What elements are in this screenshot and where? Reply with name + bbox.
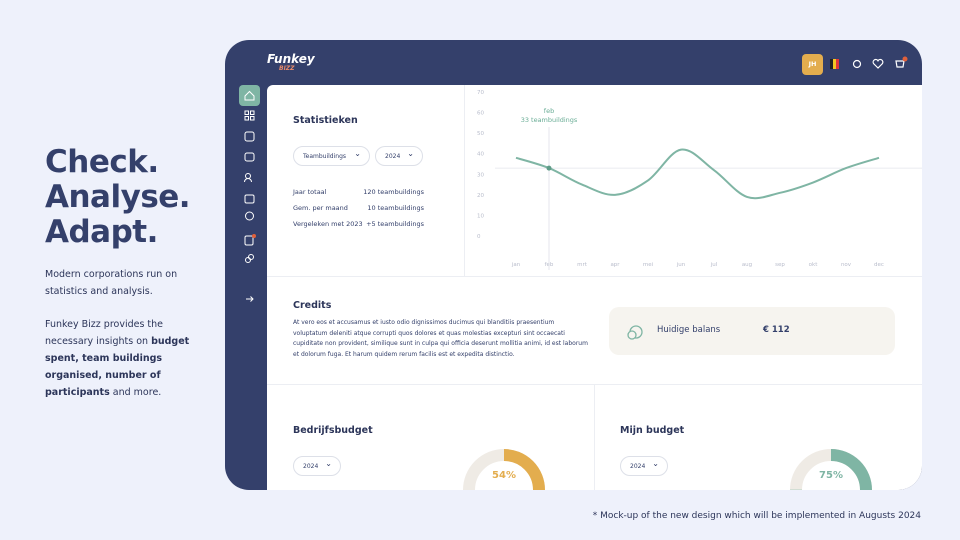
y-tick-label: 60 <box>477 111 484 117</box>
donut-label: 75% <box>819 470 843 481</box>
sidebar <box>239 85 260 302</box>
panel-title: Statistieken <box>293 115 358 126</box>
intro: Modern corporations run on statistics an… <box>45 269 178 297</box>
bold-text: budget spent, team buildings organised, … <box>45 336 190 398</box>
y-tick-label: 0 <box>477 234 481 240</box>
y-tick-label: 70 <box>477 90 484 96</box>
stat-value: 10 teambuildings <box>367 204 424 212</box>
content: Statistieken Teambuildings 2024 0 10 20 30 4… <box>267 85 922 490</box>
users-icon[interactable] <box>245 173 251 179</box>
dashboard-icon <box>250 110 255 115</box>
link-icon[interactable] <box>245 257 251 263</box>
tooltip-category: feb <box>544 107 554 115</box>
active-item[interactable] <box>239 85 260 106</box>
stat-label: Jaar totaal <box>293 188 327 196</box>
topbar-icons <box>830 56 908 69</box>
home-icon[interactable] <box>244 90 255 101</box>
coin-icon <box>627 325 643 340</box>
heading: Check. Analyse. Adapt. <box>45 144 191 250</box>
dropdown[interactable]: 2024 <box>293 454 341 476</box>
footnote: * Mock-up of the new design which will b… <box>592 511 921 521</box>
logo[interactable]: Funkey BIZZ <box>267 53 315 72</box>
heading-line: Adapt. <box>45 214 158 250</box>
x-tick-label: jun <box>676 262 686 268</box>
nav-icon[interactable] <box>244 152 255 162</box>
flag[interactable] <box>830 59 833 69</box>
dashboard-icon[interactable] <box>244 110 249 115</box>
dropdown[interactable]: 2024 <box>375 144 423 166</box>
donut-arc <box>463 449 545 490</box>
dropdown[interactable]: Teambuildings <box>293 144 370 166</box>
y-tick-label: 30 <box>477 172 484 178</box>
panel-title: Bedrijfsbudget <box>293 425 373 436</box>
balance-label: Huidige balans <box>657 325 721 335</box>
flag <box>836 59 839 69</box>
x-tick-label: aug <box>742 262 752 268</box>
balance-card: Huidige balans € 112 <box>609 307 895 355</box>
donut-label: 54% <box>492 470 516 481</box>
balance-value: € 112 <box>763 325 790 335</box>
panel-title: Credits <box>293 300 332 311</box>
text: and more. <box>109 387 162 398</box>
y-tick-label: 40 <box>477 152 484 158</box>
divider <box>594 384 595 490</box>
x-tick-label: mei <box>643 262 654 268</box>
x-tick-label: jul <box>710 262 718 268</box>
line <box>515 148 880 200</box>
logout-icon[interactable] <box>246 296 254 302</box>
badge <box>902 56 908 62</box>
dropdown[interactable]: 2024 <box>620 454 668 476</box>
stat-value: +5 teambuildings <box>366 220 424 228</box>
line-chart: 0 10 20 30 40 50 60 70 jan feb mrt apr mei jun jul aug s… <box>477 90 922 270</box>
favorites-icon[interactable] <box>872 58 884 69</box>
y-tick-label: 50 <box>477 131 484 137</box>
donut-chart: 54% <box>463 449 545 490</box>
x-tick-label: okt <box>809 262 819 268</box>
avatar[interactable]: JH <box>802 54 823 75</box>
nav-icon[interactable] <box>244 131 255 142</box>
y-tick-label: 10 <box>477 213 484 219</box>
credits-text: At vero eos et accusamus et iusto odio d… <box>293 319 588 358</box>
donut-chart: 75% <box>790 449 872 490</box>
point <box>546 165 552 171</box>
users-icon <box>244 178 252 183</box>
x-tick-label: dec <box>874 262 884 268</box>
divider <box>267 276 922 277</box>
text: Funkey Bizz provides the necessary insig… <box>45 319 164 347</box>
cart-icon[interactable] <box>895 60 905 68</box>
dashboard-icon <box>250 116 255 121</box>
donut-arc <box>790 449 872 490</box>
divider <box>464 85 465 276</box>
logo-name: Funkey <box>267 52 315 66</box>
x-tick-label: nov <box>841 262 852 268</box>
badge <box>252 234 256 238</box>
x-tick-label: apr <box>610 262 620 268</box>
body-text: Funkey Bizz provides the necessary insig… <box>45 316 195 401</box>
x-tick-label: sep <box>775 262 785 268</box>
panel-title: Mijn budget <box>620 425 685 436</box>
tasks-icon[interactable] <box>244 235 254 246</box>
history-icon[interactable] <box>245 211 254 221</box>
tooltip-label: 33 teambuildings <box>521 116 578 124</box>
heading-line: Analyse. <box>45 179 191 215</box>
y-tick-label: 20 <box>477 193 484 199</box>
app-window: Funkey BIZZ JH Statistieken Teambuilding… <box>225 40 922 490</box>
heading-line: Check. <box>45 144 159 180</box>
stat-value: 120 teambuildings <box>363 188 424 196</box>
logo-sub: BIZZ <box>279 65 295 72</box>
link-icon <box>248 254 254 260</box>
x-tick-label: mrt <box>577 262 588 268</box>
settings-icon[interactable] <box>852 59 862 69</box>
x-tick-label: jan <box>511 262 521 268</box>
stat-label: Vergeleken met 2023 <box>293 220 363 228</box>
stat-label: Gem. per maand <box>293 204 348 212</box>
calendar-icon[interactable] <box>244 194 255 204</box>
dashboard-icon <box>244 116 249 121</box>
flag <box>833 59 836 69</box>
